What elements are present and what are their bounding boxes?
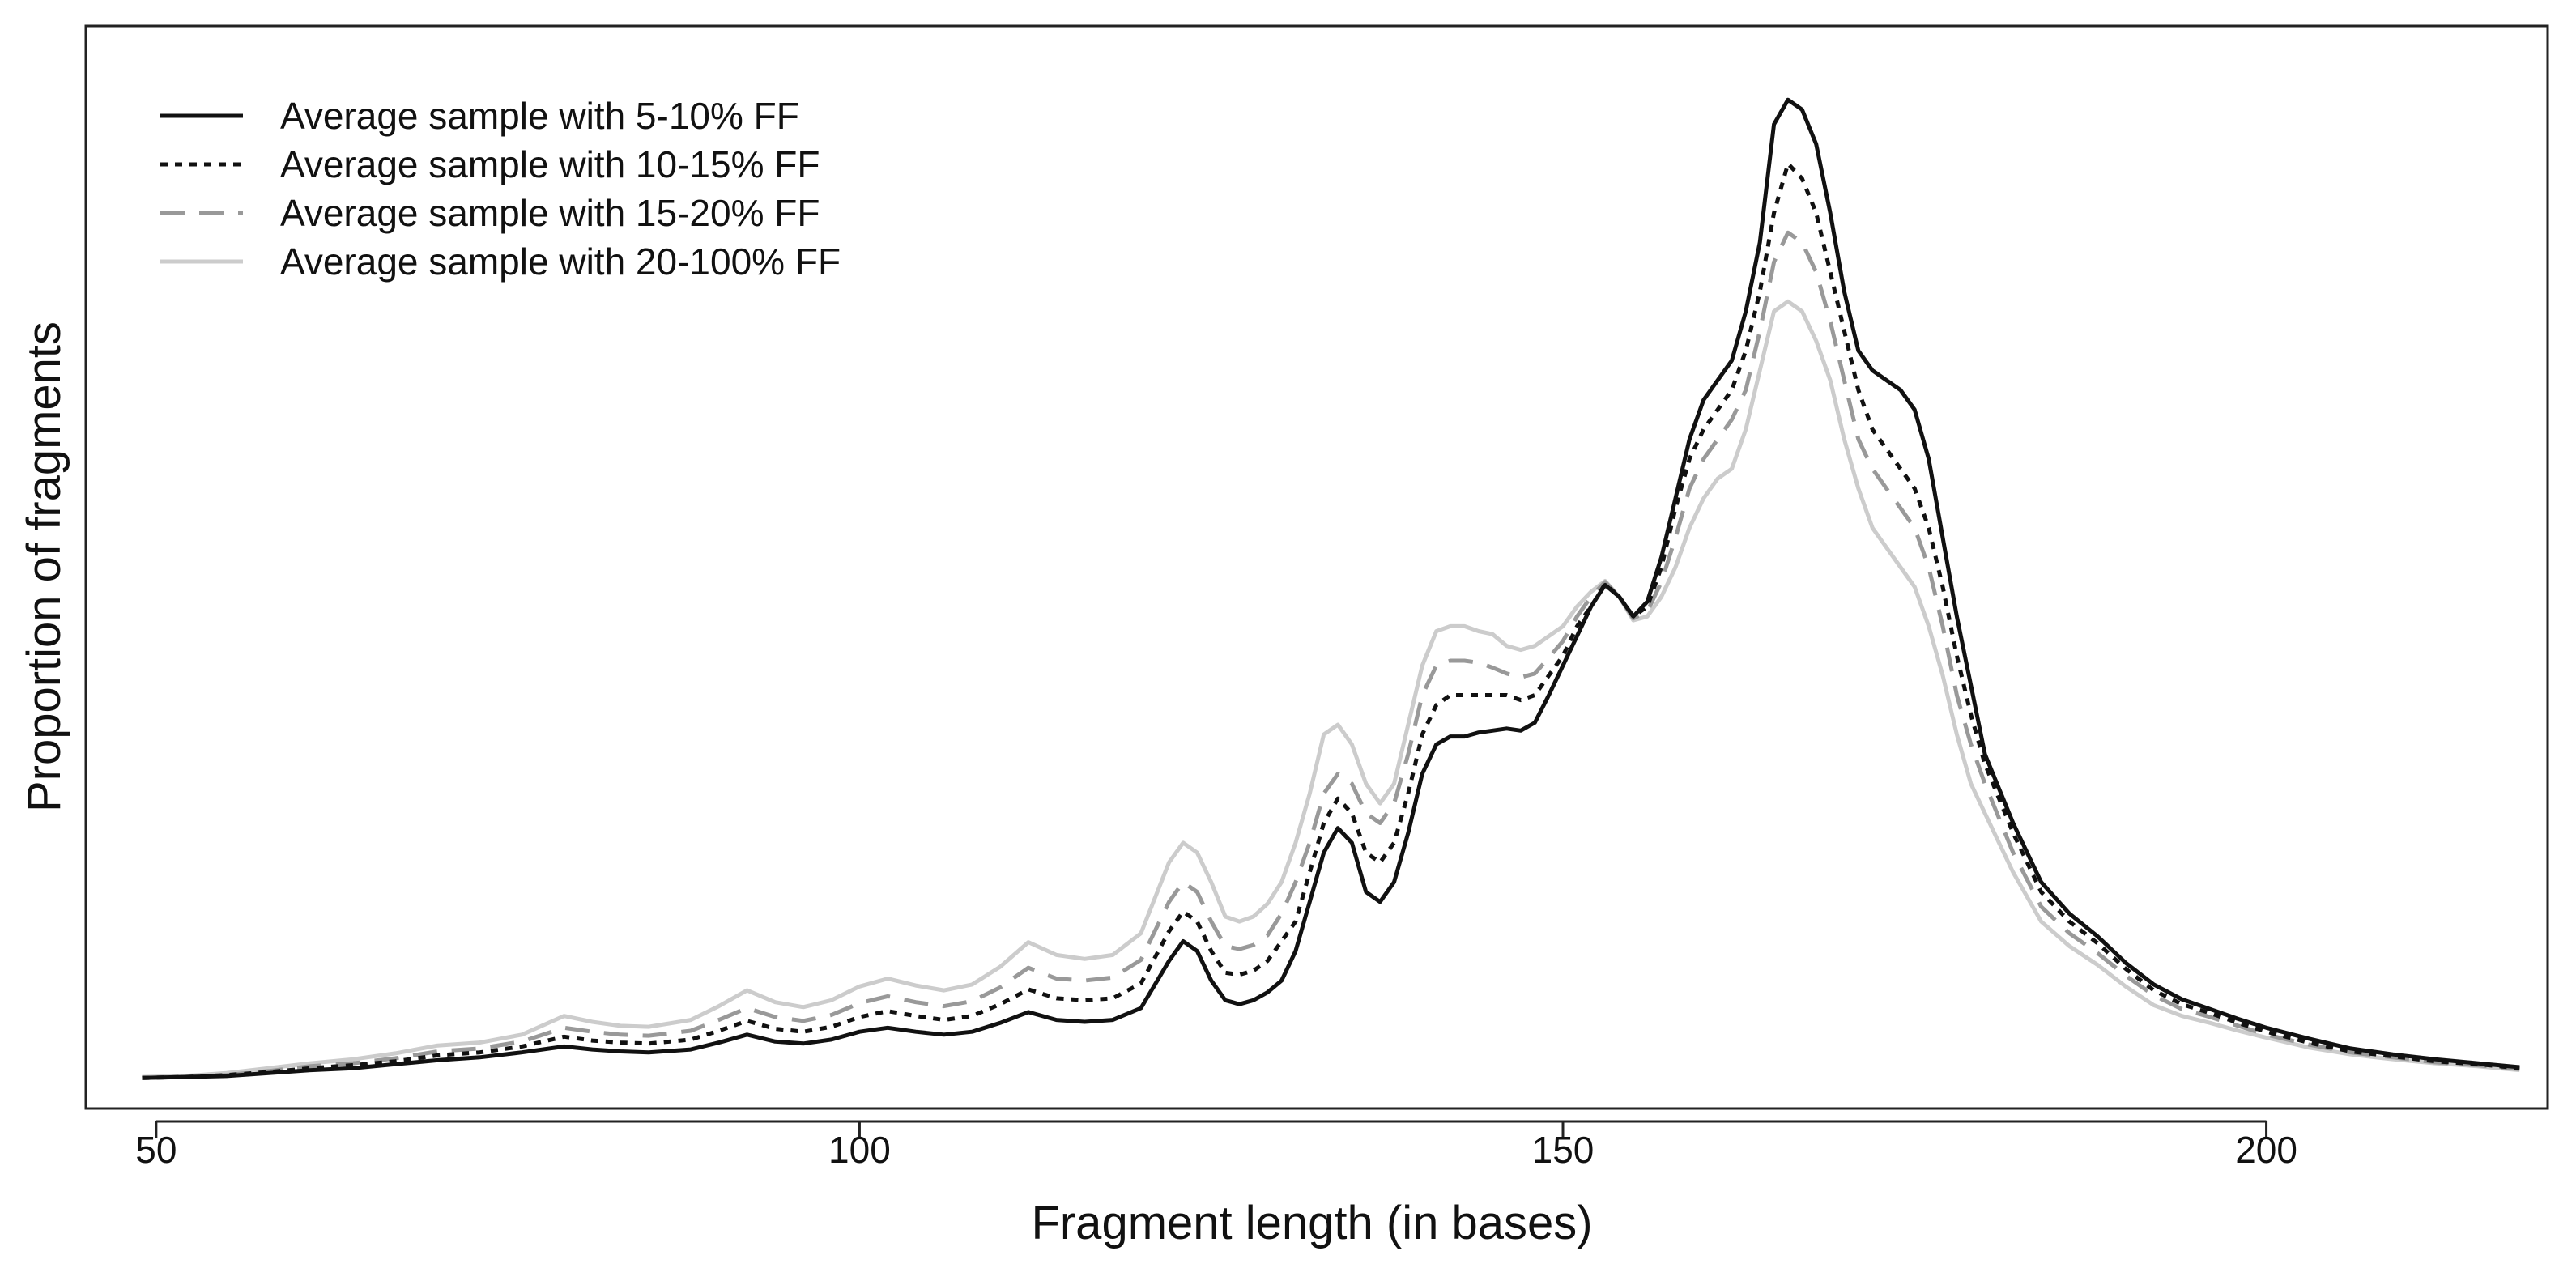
- series-line-average-sample-with-5-10-ff: [142, 97, 2520, 1080]
- x-tick-label-150: 150: [1532, 1129, 1595, 1171]
- series-layer: [142, 97, 2520, 1080]
- legend-label-average-sample-with-20-100-ff: Average sample with 20-100% FF: [280, 240, 841, 283]
- x-tick-label-200: 200: [2235, 1129, 2297, 1171]
- series-line-average-sample-with-10-15-ff: [142, 161, 2520, 1080]
- series-line-average-sample-with-15-20-ff: [142, 230, 2520, 1080]
- plot-frame: [84, 24, 2549, 1110]
- x-tick-label-100: 100: [828, 1129, 891, 1171]
- legend-label-average-sample-with-15-20-ff: Average sample with 15-20% FF: [280, 192, 820, 234]
- y-axis-title: Proportion of fragments: [18, 321, 70, 812]
- x-axis-title: Fragment length (in bases): [1031, 1197, 1592, 1249]
- legend-label-average-sample-with-10-15-ff: Average sample with 10-15% FF: [280, 143, 820, 185]
- series-line-average-sample-with-20-100-ff: [142, 299, 2520, 1079]
- x-axis: 50 100 150 200: [135, 1120, 2297, 1171]
- x-tick-label-50: 50: [135, 1129, 177, 1171]
- legend-label-average-sample-with-5-10-ff: Average sample with 5-10% FF: [280, 95, 799, 137]
- legend: Average sample with 5-10% FF Average samp…: [160, 95, 841, 283]
